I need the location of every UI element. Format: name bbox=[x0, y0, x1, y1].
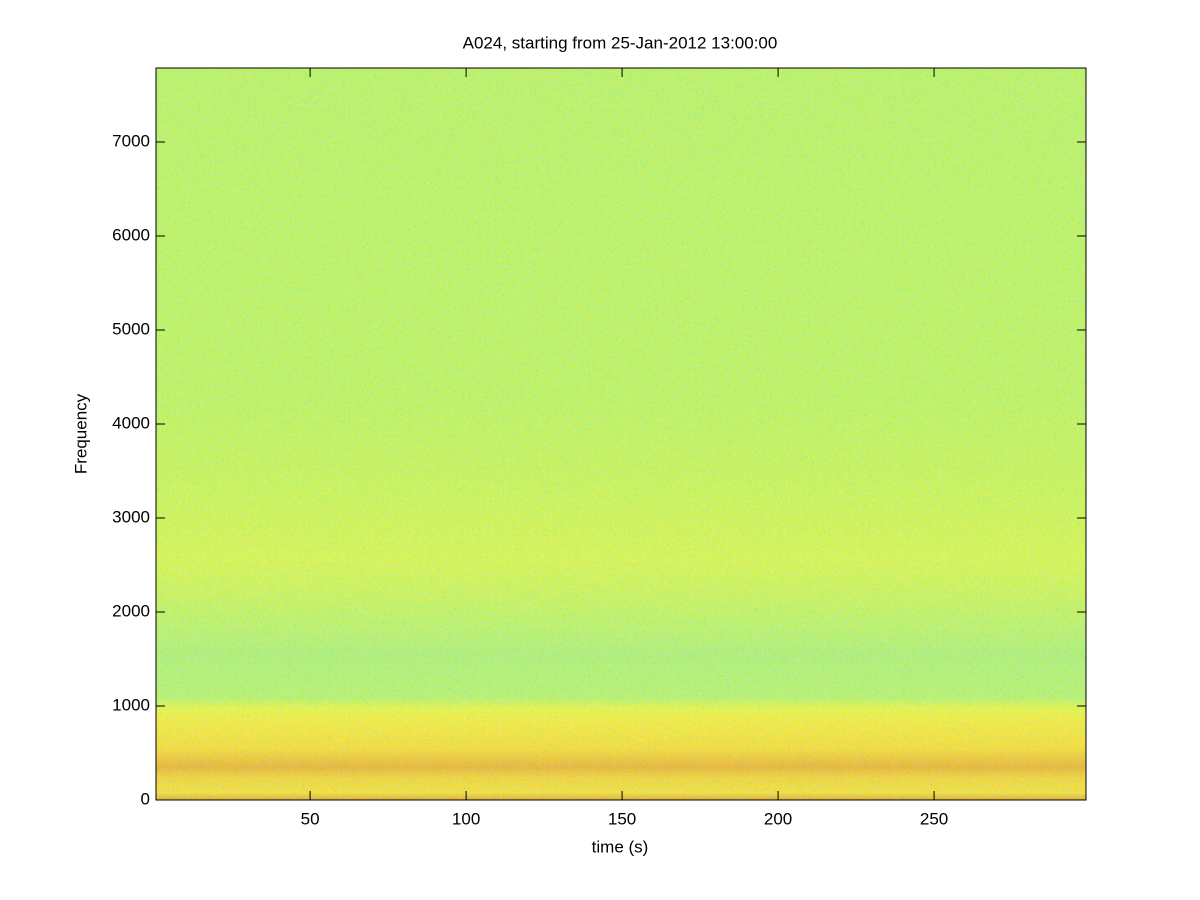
y-tick-label: 0 bbox=[141, 789, 150, 808]
y-axis-label: Frequency bbox=[71, 393, 90, 474]
x-tick-label: 100 bbox=[452, 809, 480, 828]
chart-title: A024, starting from 25-Jan-2012 13:00:00 bbox=[463, 33, 778, 52]
y-tick-label: 5000 bbox=[112, 319, 150, 338]
x-tick-label: 200 bbox=[764, 809, 792, 828]
y-tick-label: 3000 bbox=[112, 507, 150, 526]
x-tick-label: 150 bbox=[608, 809, 636, 828]
plot-frame bbox=[155, 67, 1087, 801]
y-tick-label: 6000 bbox=[112, 225, 150, 244]
y-tick-label: 7000 bbox=[112, 131, 150, 150]
x-tick-label: 250 bbox=[920, 809, 948, 828]
y-tick-label: 4000 bbox=[112, 413, 150, 432]
x-axis-label: time (s) bbox=[592, 837, 649, 856]
y-tick-label: 1000 bbox=[112, 695, 150, 714]
spectrogram-noise bbox=[156, 68, 1086, 800]
x-tick-label: 50 bbox=[301, 809, 320, 828]
y-tick-label: 2000 bbox=[112, 601, 150, 620]
